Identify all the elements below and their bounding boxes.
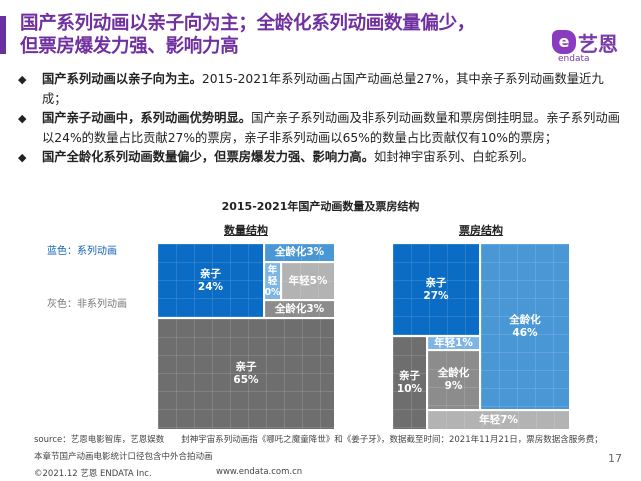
- subtitle-count: 数量结构: [224, 224, 268, 237]
- title-accent-bar: [0, 16, 6, 54]
- treemap-cell: 亲子 24%: [157, 243, 264, 318]
- logo-cn: 艺恩: [578, 32, 618, 56]
- bullet-bold: 国产全龄化系列动画数量偏少，但票房爆发力强、影响力高。: [42, 150, 375, 164]
- treemap-cell: 全龄化 9%: [427, 350, 480, 410]
- scope-note: 本章节国产动画电影统计口径包含中外合拍动画: [34, 452, 213, 462]
- legend-series: 蓝色：系列动画: [47, 242, 117, 257]
- diamond-icon: ◆: [18, 151, 27, 164]
- treemap-cell: 全龄化3%: [264, 300, 335, 318]
- treemap-cell: 年轻1%: [427, 336, 480, 350]
- source-note: source：艺恩电影智库，艺恩娱数 封神宇宙系列动画指《哪吒之魔童降世》和《姜…: [34, 435, 603, 445]
- subtitle-boxoffice: 票房结构: [459, 224, 503, 237]
- title-line-2: 但票房爆发力强、影响力高: [20, 36, 239, 57]
- bullet-list: ◆ 国产系列动画以亲子向为主。2015-2021年系列动画占国产动画总量27%，其…: [18, 70, 628, 168]
- logo-mark-icon: e: [552, 30, 576, 54]
- title-line-1: 国产系列动画以亲子向为主；全龄化系列动画数量偏少，: [20, 13, 476, 34]
- legend-label: 灰色：非系列动画: [47, 299, 127, 310]
- treemap-cell: 亲子 27%: [392, 243, 480, 336]
- copyright: ©2021.12 艺恩 ENDATA Inc.: [34, 469, 152, 479]
- legend-label: 蓝色：系列动画: [47, 246, 117, 257]
- diamond-icon: ◆: [18, 73, 27, 86]
- legend-nonseries: 灰色：非系列动画: [47, 295, 127, 310]
- bullet-bold: 国产系列动画以亲子向为主。: [42, 72, 202, 86]
- bullet-item: ◆ 国产系列动画以亲子向为主。2015-2021年系列动画占国产动画总量27%，其…: [18, 70, 628, 109]
- treemap-cell: 亲子 65%: [157, 318, 335, 430]
- bullet-item: ◆ 国产全龄化系列动画数量偏少，但票房爆发力强、影响力高。如封神宇宙系列、白蛇系列…: [18, 148, 628, 168]
- endata-logo: e 艺恩 endata: [552, 28, 632, 64]
- diamond-icon: ◆: [18, 112, 27, 125]
- website-link[interactable]: www.endata.com.cn: [216, 467, 303, 477]
- treemap-cell: 亲子 10%: [392, 336, 427, 430]
- treemap-cell: 年轻5%: [281, 262, 335, 300]
- bullet-text: 国产亲子系列动画及非系列动画数量和票房倒挂明显。亲子系列动画以24%的数量占比贡…: [42, 111, 620, 145]
- bullet-text: 如封神宇宙系列、白蛇系列。: [374, 150, 534, 164]
- chart-title: 2015-2021年国产动画数量及票房结构: [221, 200, 420, 213]
- page-title: 国产系列动画以亲子向为主；全龄化系列动画数量偏少， 但票房爆发力强、影响力高: [20, 12, 475, 58]
- page-number: 17: [608, 452, 622, 465]
- bullet-text: 2015-2021年系列动画占国产动画总量27%，其中亲子系列动画数量近九成；: [42, 72, 604, 106]
- treemap-cell: 年轻 0%: [264, 262, 281, 300]
- bullet-item: ◆ 国产亲子动画中，系列动画优势明显。国产亲子系列动画及非系列动画数量和票房倒挂明…: [18, 109, 628, 148]
- treemap-cell: 全龄化3%: [264, 243, 335, 262]
- logo-en: endata: [558, 54, 590, 64]
- treemap-cell: 年轻7%: [427, 410, 570, 430]
- bullet-bold: 国产亲子动画中，系列动画优势明显。: [42, 111, 252, 125]
- treemap-cell: 全龄化 46%: [480, 243, 570, 410]
